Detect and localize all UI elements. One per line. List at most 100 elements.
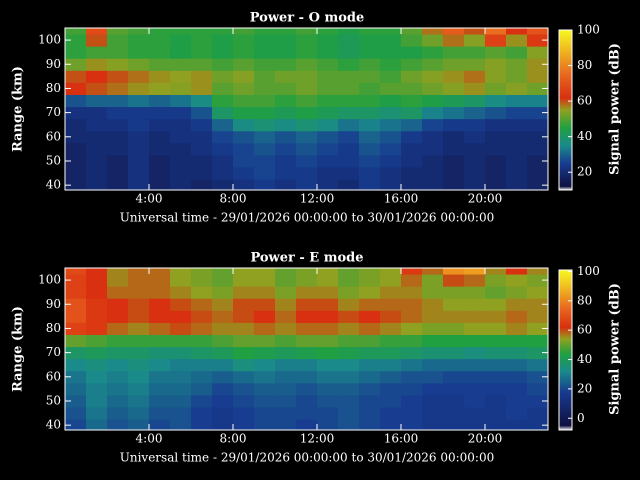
cell [464, 322, 486, 335]
cell [506, 167, 528, 180]
cell [275, 298, 297, 311]
cell [401, 154, 423, 168]
cell [65, 334, 87, 348]
colorbar-label: Signal power (dB) [608, 43, 623, 175]
cell [233, 370, 255, 384]
cell [464, 118, 486, 132]
y-axis-label: Range (km) [11, 306, 26, 392]
cell [401, 167, 423, 180]
cell [65, 167, 87, 180]
cell [296, 419, 318, 430]
cell [422, 28, 444, 35]
cell [107, 167, 129, 180]
cell [464, 154, 486, 168]
cell [317, 118, 339, 132]
cell [317, 130, 339, 144]
cell [380, 142, 402, 156]
cell [422, 322, 444, 335]
cell [464, 358, 486, 372]
cell [254, 334, 276, 348]
cell [506, 179, 528, 190]
cell [170, 70, 192, 83]
cell [464, 28, 486, 35]
cell [422, 370, 444, 384]
cell [338, 28, 360, 35]
cell [317, 154, 339, 168]
cell [443, 142, 465, 156]
cell [254, 142, 276, 156]
cell [443, 82, 465, 95]
cell [212, 28, 234, 35]
cell [359, 82, 381, 95]
cell [275, 346, 297, 360]
cell [443, 274, 465, 287]
cell [464, 394, 486, 408]
cell [506, 106, 528, 120]
cell [317, 82, 339, 95]
cell [443, 130, 465, 144]
cell [506, 358, 528, 372]
cell [401, 274, 423, 287]
cell [527, 274, 548, 287]
cell [212, 419, 234, 430]
cell [443, 322, 465, 335]
cell [149, 167, 171, 180]
cell [359, 106, 381, 120]
cell [191, 310, 213, 323]
cell [233, 382, 255, 396]
cell [107, 82, 129, 95]
cell [338, 167, 360, 180]
cell [359, 34, 381, 47]
cell [506, 394, 528, 408]
cell [275, 154, 297, 168]
cell [254, 407, 276, 420]
cell [464, 167, 486, 180]
cell [296, 28, 318, 35]
cell [338, 58, 360, 71]
cell [464, 274, 486, 287]
cell [170, 370, 192, 384]
colorbar-tick-label: 40 [577, 352, 592, 366]
cell [149, 94, 171, 108]
cell [485, 346, 507, 360]
cell [359, 394, 381, 408]
cell [422, 268, 444, 275]
colorbar-tick-label: 60 [577, 323, 592, 337]
cell [65, 394, 87, 408]
cell [107, 370, 129, 384]
cell [191, 46, 213, 59]
cell [233, 130, 255, 144]
cell [65, 179, 87, 190]
cell [506, 370, 528, 384]
cell [401, 419, 423, 430]
cell [107, 274, 129, 287]
cell [254, 370, 276, 384]
cell [212, 46, 234, 59]
cell [212, 370, 234, 384]
cell [65, 82, 87, 95]
cell [506, 346, 528, 360]
plot-frame [64, 267, 549, 431]
plot-frame [64, 27, 549, 191]
cell [443, 346, 465, 360]
cell [464, 142, 486, 156]
cell [170, 58, 192, 71]
cell [338, 268, 360, 275]
x-tick-label: 4:00 [136, 192, 163, 206]
cell [338, 322, 360, 335]
cell [485, 167, 507, 180]
cell [359, 298, 381, 311]
cell [212, 154, 234, 168]
cell [485, 58, 507, 71]
cell [191, 322, 213, 335]
cell [275, 322, 297, 335]
cell [338, 334, 360, 348]
cell [233, 358, 255, 372]
chart-title: Power - O mode [250, 11, 365, 26]
cell [275, 334, 297, 348]
cell [296, 34, 318, 47]
cell [149, 382, 171, 396]
cell [128, 118, 150, 132]
cell [65, 346, 87, 360]
cell [65, 46, 87, 59]
